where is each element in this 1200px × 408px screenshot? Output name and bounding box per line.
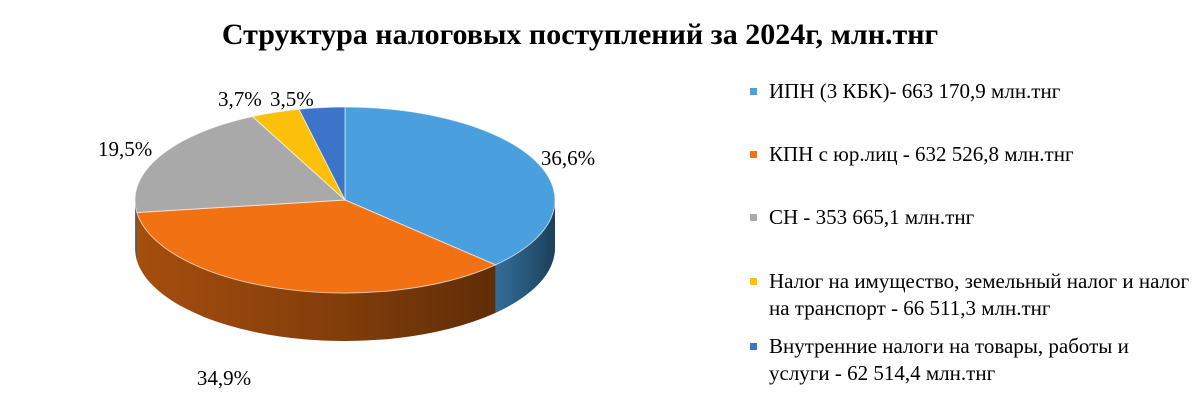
legend-swatch (750, 214, 757, 221)
legend-item: КПН с юр.лиц - 632 526,8 млн.тнг (750, 141, 1190, 168)
pie-tops (134, 106, 556, 294)
pie-slice-0 (344, 106, 556, 266)
legend-label: Налог на имущество, земельный налог и на… (769, 269, 1190, 320)
legend-swatch (750, 151, 757, 158)
legend-item: СН - 353 665,1 млн.тнг (750, 204, 1190, 231)
legend-label: Внутренние налоги на товары, работы и ус… (769, 334, 1129, 385)
legend-label: ИПН (3 КБК)- 663 170,9 млн.тнг (769, 79, 1061, 103)
slice-percent-label-2: 19,5% (98, 137, 152, 161)
slice-percent-label-4: 3,5% (270, 87, 314, 111)
chart-title: Структура налоговых поступлений за 2024г… (221, 18, 939, 51)
pie-slice-4 (298, 106, 346, 201)
pie-slice-2 (134, 115, 347, 214)
slice-percent-label-0: 36,6% (541, 146, 595, 170)
pie-side-shade-0 (495, 200, 555, 313)
pie-side-shade-2 (135, 200, 137, 261)
legend-label: СН - 353 665,1 млн.тнг (769, 205, 975, 229)
legend-label: КПН с юр.лиц - 632 526,8 млн.тнг (769, 142, 1074, 166)
legend-swatch (750, 278, 757, 285)
pie-sides (135, 200, 555, 341)
legend-item: ИПН (3 КБК)- 663 170,9 млн.тнг (750, 78, 1190, 105)
legend-item: Внутренние налоги на товары, работы и ус… (750, 333, 1190, 387)
pie-labels: 36,6% 34,9% 19,5% 3,7% 3,5% (98, 87, 595, 390)
legend-swatch (750, 88, 757, 95)
legend-swatch (750, 343, 757, 350)
pie-side-shade-1 (136, 212, 496, 341)
pie-slice-1 (136, 199, 497, 294)
slice-percent-label-3: 3,7% (218, 87, 262, 111)
slice-percent-label-1: 34,9% (197, 366, 251, 390)
legend-item: Налог на имущество, земельный налог и на… (750, 268, 1190, 322)
